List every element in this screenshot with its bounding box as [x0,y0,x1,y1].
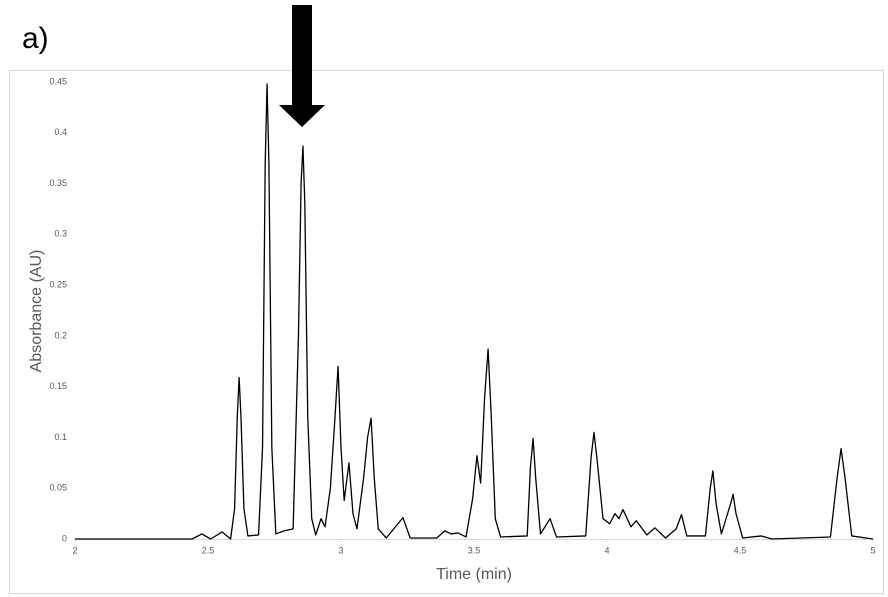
x-tick-label: 2 [72,545,77,555]
x-tick-label: 3.5 [468,545,481,555]
arrow [279,5,325,127]
y-tick-label: 0.25 [49,279,67,289]
x-tick-label: 3 [338,545,343,555]
x-tick-label: 4 [604,545,609,555]
y-tick-label: 0.15 [49,381,67,391]
y-tick-label: 0.3 [54,229,67,239]
chart-border [9,70,884,594]
x-tick-label: 2.5 [202,545,215,555]
y-tick-label: 0 [62,533,67,543]
y-tick-label: 0.35 [49,178,67,188]
x-tick-label: 4.5 [734,545,747,555]
y-tick-label: 0.2 [54,330,67,340]
y-tick-label: 0.05 [49,483,67,493]
line [75,83,874,540]
x-tick-label: 5 [870,545,875,555]
y-tick-label: 0.1 [54,432,67,442]
y-tick-label: 0.45 [49,76,67,86]
panel-label: a) [22,22,49,55]
x-axis-label: Time (min) [436,566,512,583]
y-tick-label: 0.4 [54,127,67,137]
y-axis-label: Absorbance (AU) [28,250,45,373]
